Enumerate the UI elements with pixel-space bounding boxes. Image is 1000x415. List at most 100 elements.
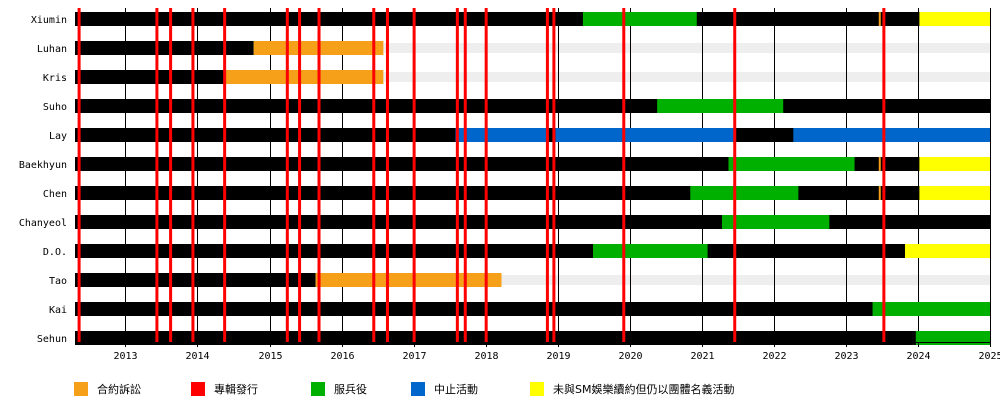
legend-swatch-military — [311, 382, 325, 396]
x-tick-label: 2019 — [546, 351, 570, 362]
legend-swatch-hiatus — [411, 382, 425, 396]
status-segment-military — [582, 12, 697, 26]
status-segment-military — [721, 215, 830, 229]
x-tick-label: 2015 — [258, 351, 282, 362]
status-segment-military — [690, 186, 799, 200]
status-segment-hiatus — [555, 128, 734, 142]
member-label: Chanyeol — [19, 218, 67, 229]
minor-marker — [878, 186, 881, 200]
status-segment-non_sm — [919, 12, 990, 26]
album-release-line — [385, 8, 389, 342]
album-release-line — [223, 8, 227, 342]
album-release-line — [463, 8, 467, 342]
member-label: Kris — [43, 73, 67, 84]
row-bands — [75, 14, 990, 343]
legend-label-hiatus: 中止活動 — [434, 383, 478, 396]
legend-item-military: 服兵役 — [311, 376, 367, 402]
minor-marker — [878, 12, 881, 26]
status-segment-lawsuit — [315, 273, 502, 287]
x-tick-label: 2021 — [690, 351, 714, 362]
active-bar — [75, 70, 225, 84]
album-release-markers — [77, 8, 886, 342]
album-release-line — [285, 8, 289, 342]
album-release-line — [412, 8, 416, 342]
legend-item-album: 專輯發行 — [191, 376, 258, 402]
status-segment-non_sm — [919, 186, 990, 200]
x-tick-label: 2016 — [330, 351, 354, 362]
legend-item-hiatus: 中止活動 — [411, 376, 478, 402]
legend-label-album: 專輯發行 — [214, 383, 258, 396]
member-label: Luhan — [37, 44, 67, 55]
timeline-chart: Xiumin Luhan Kris Suho Lay Baekhyun Chen Chanye… — [19, 8, 1000, 362]
active-bar — [75, 99, 990, 113]
album-release-line — [317, 8, 321, 342]
member-label: Sehun — [37, 334, 67, 345]
member-label: D.O. — [43, 247, 67, 258]
x-tick-label: 2022 — [762, 351, 786, 362]
member-labels: Xiumin Luhan Kris Suho Lay Baekhyun Chen Chanye… — [19, 15, 67, 345]
status-segment-military — [593, 244, 708, 258]
legend: 合約訴訟 專輯發行 服兵役 中止活動 未與SM娛樂續約但仍以團體名義活動 — [0, 376, 1000, 402]
status-segment-hiatus — [793, 128, 990, 142]
member-label: Baekhyun — [19, 160, 67, 171]
x-tick-label: 2024 — [906, 351, 930, 362]
x-tick-label: 2017 — [402, 351, 426, 362]
row-band — [75, 72, 990, 82]
x-tick-label: 2023 — [834, 351, 858, 362]
album-release-line — [545, 8, 549, 342]
row-band — [75, 275, 990, 285]
status-segment-military — [728, 157, 855, 171]
status-segment-military — [872, 302, 990, 316]
legend-swatch-lawsuit — [74, 382, 88, 396]
member-label: Xiumin — [31, 15, 67, 26]
album-release-line — [733, 8, 737, 342]
legend-item-non-sm: 未與SM娛樂續約但仍以團體名義活動 — [530, 376, 734, 402]
album-release-line — [298, 8, 302, 342]
album-release-line — [622, 8, 626, 342]
x-tick-label: 2013 — [113, 351, 137, 362]
x-axis: 2013 2014 2015 2016 2017 2018 2019 2020 2021 2022… — [75, 342, 1000, 362]
x-tick-label: 2014 — [185, 351, 209, 362]
album-release-line — [882, 8, 886, 342]
legend-swatch-non-sm — [530, 382, 544, 396]
status-segment-non_sm — [919, 157, 990, 171]
legend-swatch-album — [191, 382, 205, 396]
album-release-line — [169, 8, 173, 342]
album-release-line — [552, 8, 556, 342]
member-label: Tao — [49, 276, 67, 287]
status-segment-military — [657, 99, 784, 113]
minor-marker — [878, 157, 881, 171]
status-segment-non_sm — [904, 244, 990, 258]
status-segment-lawsuit — [224, 70, 384, 84]
member-label: Kai — [49, 305, 67, 316]
legend-label-military: 服兵役 — [334, 383, 367, 396]
x-tick-label: 2018 — [474, 351, 498, 362]
year-gridlines — [125, 8, 991, 342]
album-release-line — [191, 8, 195, 342]
member-label: Suho — [43, 102, 67, 113]
member-label: Lay — [49, 131, 67, 142]
member-label: Chen — [43, 189, 67, 200]
legend-label-lawsuit: 合約訴訟 — [97, 383, 141, 396]
x-tick-label: 2020 — [618, 351, 642, 362]
legend-item-lawsuit: 合約訴訟 — [74, 376, 141, 402]
active-bar — [75, 41, 254, 55]
album-release-line — [77, 8, 81, 342]
status-segment-hiatus — [455, 128, 548, 142]
album-release-line — [455, 8, 459, 342]
x-tick-label: 2025 — [978, 351, 1000, 362]
active-bar — [75, 302, 990, 316]
active-bar — [75, 186, 990, 200]
status-segment-military — [915, 331, 990, 345]
legend-label-non-sm: 未與SM娛樂續約但仍以團體名義活動 — [553, 383, 735, 396]
album-release-line — [155, 8, 159, 342]
active-bar — [75, 331, 990, 345]
album-release-line — [484, 8, 488, 342]
active-bar — [75, 12, 990, 26]
active-bar — [75, 244, 990, 258]
album-release-line — [372, 8, 376, 342]
member-bars — [75, 12, 990, 345]
active-bar — [75, 215, 990, 229]
row-band — [75, 43, 990, 53]
active-bar — [75, 273, 316, 287]
